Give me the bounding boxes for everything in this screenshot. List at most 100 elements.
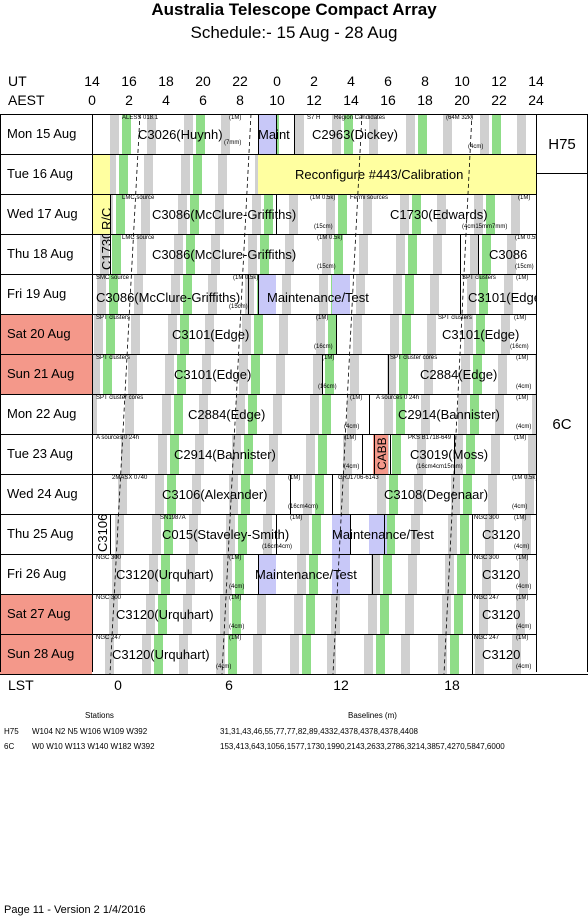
block-note: SPT clusters bbox=[96, 355, 130, 361]
block-separator bbox=[390, 434, 391, 474]
block-note: (1M) bbox=[316, 315, 329, 321]
time-stripe bbox=[488, 474, 498, 514]
row-separator bbox=[0, 234, 536, 235]
maintenance-block bbox=[258, 114, 276, 154]
block-title: Maint bbox=[258, 127, 290, 142]
block-separator bbox=[92, 474, 93, 514]
green-stripe bbox=[186, 234, 196, 274]
block-title: C3120 bbox=[482, 607, 521, 622]
time-stripe bbox=[396, 234, 406, 274]
lst-tick: 6 bbox=[225, 677, 233, 693]
grid-right-border bbox=[536, 114, 537, 672]
aest-tick: 12 bbox=[306, 92, 322, 108]
time-stripe bbox=[189, 514, 198, 554]
time-stripe bbox=[219, 594, 229, 634]
row-separator bbox=[0, 314, 536, 315]
aest-tick: 2 bbox=[125, 92, 133, 108]
green-stripe bbox=[450, 634, 460, 674]
block-note: (4cm) bbox=[344, 464, 360, 470]
lst-tick: 18 bbox=[444, 677, 460, 693]
time-stripe bbox=[174, 234, 184, 274]
block-note: (4cm) bbox=[229, 624, 245, 630]
block-separator bbox=[248, 274, 249, 314]
block-note: (1M) bbox=[514, 435, 527, 441]
block-note: (15cm) bbox=[515, 264, 534, 270]
block-title: R/C bbox=[99, 207, 114, 230]
green-stripe bbox=[302, 634, 312, 674]
block-separator bbox=[454, 434, 455, 474]
green-stripe bbox=[472, 354, 482, 394]
block-note: NGC 247 bbox=[474, 595, 500, 601]
block-title: C1730 bbox=[99, 234, 114, 270]
time-stripe bbox=[256, 594, 266, 634]
block-separator bbox=[460, 274, 461, 314]
block-note: (1M) bbox=[514, 315, 527, 321]
day-label: Mon 22 Aug bbox=[7, 406, 77, 421]
time-stripe bbox=[438, 634, 448, 674]
block-note: (4cm) bbox=[514, 544, 530, 550]
aest-tick: 8 bbox=[236, 92, 244, 108]
green-stripe bbox=[405, 274, 415, 314]
time-stripe bbox=[401, 634, 411, 674]
time-stripe bbox=[248, 234, 258, 274]
aest-tick: 0 bbox=[88, 92, 96, 108]
block-title: Maintenance/Test bbox=[255, 567, 357, 582]
time-stripe bbox=[441, 594, 451, 634]
time-stripe bbox=[325, 194, 335, 234]
block-note: SN1987A bbox=[160, 515, 186, 521]
block-note: (16cm) bbox=[314, 344, 333, 350]
aest-label: AEST bbox=[8, 92, 45, 108]
block-note: (15cm) bbox=[317, 264, 336, 270]
block-separator bbox=[332, 474, 333, 514]
block-note: (1M) bbox=[516, 395, 529, 401]
time-stripe bbox=[420, 394, 430, 434]
day-label: Tue 23 Aug bbox=[7, 446, 74, 461]
time-stripe bbox=[147, 114, 156, 154]
block-separator bbox=[472, 594, 473, 634]
time-stripe bbox=[312, 354, 322, 394]
config-row-h75-baselines: 31,31,43,46,55,77,77,82,89,4332,4378,437… bbox=[220, 727, 418, 736]
block-note: LMC source bbox=[122, 235, 155, 241]
time-stripe bbox=[137, 234, 147, 274]
block-title: C3120 bbox=[482, 527, 521, 542]
day-label: Fri 26 Aug bbox=[7, 566, 67, 581]
block-note: (1M) bbox=[344, 435, 357, 441]
block-note: (4cm) bbox=[229, 584, 245, 590]
green-stripe bbox=[386, 514, 395, 554]
block-title: C3101(Edge) bbox=[442, 327, 520, 342]
block-title: C3086 bbox=[489, 247, 528, 262]
time-stripe bbox=[480, 114, 489, 154]
green-stripe bbox=[164, 514, 173, 554]
time-stripe bbox=[475, 634, 485, 674]
row-separator bbox=[0, 594, 536, 595]
block-note: (16cm) bbox=[510, 344, 529, 350]
time-stripe bbox=[417, 434, 427, 474]
cabb-block bbox=[373, 434, 388, 474]
green-stripe bbox=[167, 474, 177, 514]
day-label: Sat 27 Aug bbox=[0, 594, 92, 634]
time-stripe bbox=[92, 354, 100, 394]
block-note: NGC 247 bbox=[96, 635, 122, 641]
block-title: C3120 bbox=[482, 647, 521, 662]
block-separator bbox=[372, 554, 373, 594]
block-title: C3120(Urquhart) bbox=[116, 607, 214, 622]
time-stripe bbox=[448, 514, 457, 554]
row-separator bbox=[0, 114, 536, 115]
time-stripe bbox=[525, 474, 535, 514]
stations-heading: Stations bbox=[85, 711, 114, 720]
block-separator bbox=[472, 514, 473, 554]
aest-tick: 16 bbox=[380, 92, 396, 108]
block-separator bbox=[294, 114, 295, 154]
schedule-row: C1730 C3086(McClure-Griffiths) LMC source (… bbox=[92, 234, 536, 274]
block-note: (1M) bbox=[290, 515, 303, 521]
time-stripe bbox=[370, 554, 380, 594]
time-stripe bbox=[168, 314, 177, 354]
block-note: SPT clusters bbox=[462, 275, 496, 281]
time-stripe bbox=[427, 314, 436, 354]
time-stripe bbox=[295, 114, 304, 154]
time-stripe bbox=[444, 554, 454, 594]
time-stripe bbox=[290, 634, 300, 674]
ut-tick: 14 bbox=[528, 73, 544, 89]
row-separator bbox=[0, 194, 536, 195]
config-bottom-border bbox=[536, 674, 588, 675]
